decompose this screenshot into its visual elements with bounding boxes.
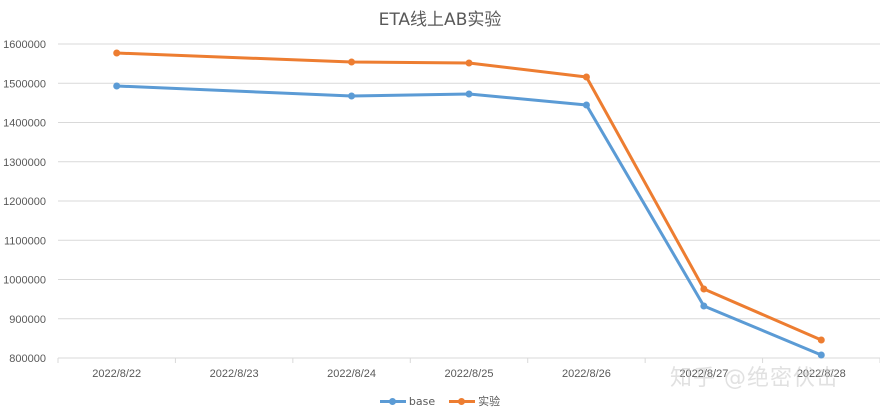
series-line-实验 (116, 51, 822, 342)
y-tick-label: 1500000 (3, 78, 46, 90)
data-point (465, 59, 473, 67)
y-tick-label: 1400000 (3, 118, 46, 130)
legend-item: 实验 (449, 393, 500, 409)
y-tick-label: 1200000 (3, 196, 46, 208)
data-point (582, 73, 590, 81)
y-tick-label: 1300000 (3, 157, 46, 169)
legend-label: 实验 (478, 395, 501, 408)
chart-legend: base 实验 (0, 393, 880, 409)
y-tick-label: 1000000 (3, 275, 46, 287)
x-tick-label: 2022/8/26 (562, 368, 611, 380)
chart-title: ETA线上AB实验 (378, 10, 502, 30)
x-tick-label: 2022/8/28 (797, 368, 846, 380)
data-point (582, 101, 590, 109)
y-tick-label: 1600000 (3, 39, 46, 51)
x-tick-label: 2022/8/22 (92, 368, 141, 380)
watermark: 知乎 @绝密伏击 (670, 366, 839, 391)
x-tick-label: 2022/8/25 (445, 368, 494, 380)
data-point (113, 82, 121, 90)
y-tick-label: 800000 (9, 353, 46, 365)
legend-item: base (379, 393, 436, 409)
series-line-base (116, 84, 822, 357)
x-tick-label: 2022/8/27 (679, 368, 728, 380)
data-point (465, 90, 473, 98)
x-tick-label: 2022/8/23 (210, 368, 259, 380)
legend-swatch-icon (379, 396, 406, 406)
data-point (817, 351, 825, 359)
x-tick-label: 2022/8/24 (327, 368, 376, 380)
data-point (700, 302, 708, 310)
data-point (113, 49, 121, 57)
legend-label: base (408, 394, 436, 408)
legend-swatch-icon (449, 396, 476, 406)
data-point (348, 92, 356, 100)
data-point (817, 336, 825, 344)
data-point (348, 58, 356, 66)
y-tick-label: 1100000 (4, 235, 46, 247)
y-tick-label: 900000 (9, 314, 46, 326)
data-point (700, 285, 708, 293)
